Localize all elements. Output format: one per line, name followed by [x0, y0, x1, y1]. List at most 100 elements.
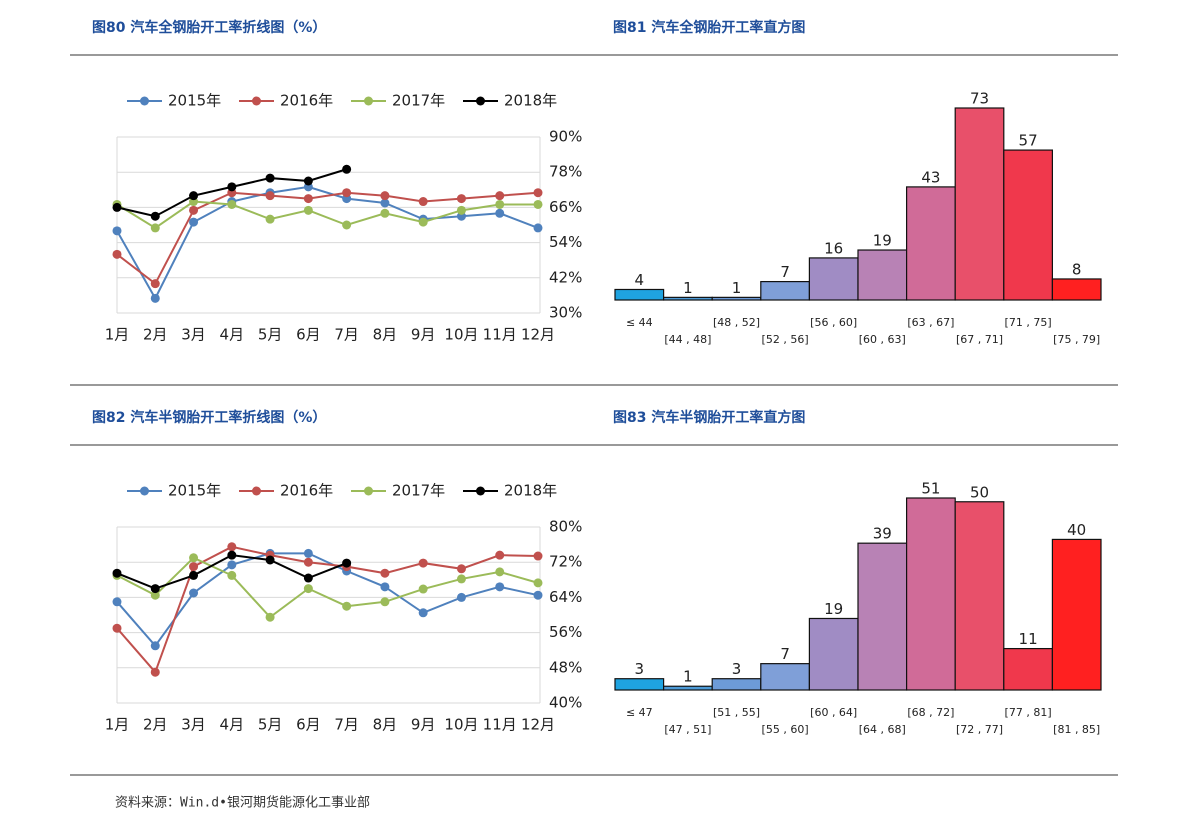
- x-tick-label: 1月: [105, 716, 130, 734]
- point: [303, 548, 313, 558]
- point: [533, 188, 543, 198]
- x-tick-label: ≤ 47: [626, 706, 653, 719]
- point: [342, 188, 352, 198]
- legend-label: 2016年: [280, 482, 333, 500]
- bar: [760, 663, 810, 691]
- point: [418, 217, 428, 227]
- point: [303, 194, 313, 204]
- point: [112, 623, 122, 633]
- x-tick-label: 9月: [411, 326, 436, 344]
- y-tick-label: 48%: [549, 658, 582, 676]
- legend-marker: [364, 96, 373, 106]
- value-label: 39: [873, 525, 892, 543]
- value-label: 50: [970, 483, 989, 501]
- value-label: 73: [970, 90, 989, 108]
- y-tick-label: 54%: [549, 233, 582, 251]
- bar: [857, 542, 908, 691]
- point: [227, 542, 237, 552]
- x-tick-label: 7月: [334, 326, 359, 344]
- point: [227, 182, 237, 192]
- legend-label: 2018年: [504, 482, 557, 500]
- legend-label: 2015年: [168, 482, 221, 500]
- x-tick-label: 1月: [105, 326, 130, 344]
- x-tick-label: [77 , 81]: [1005, 706, 1052, 719]
- point: [456, 574, 466, 584]
- bar: [711, 296, 762, 301]
- bar: [1051, 278, 1102, 301]
- x-tick-label: [47 , 51]: [664, 723, 711, 736]
- x-tick-label: ≤ 44: [626, 316, 653, 329]
- point: [342, 164, 352, 174]
- value-label: 19: [873, 232, 892, 250]
- point: [189, 570, 199, 580]
- value-label: 16: [824, 239, 843, 257]
- x-tick-label: 2月: [143, 716, 168, 734]
- point: [380, 582, 390, 592]
- panel-title: 图80 汽车全钢胎开工率折线图（%）: [92, 19, 326, 36]
- point: [227, 560, 237, 570]
- legend-label: 2017年: [392, 482, 445, 500]
- point: [150, 293, 160, 303]
- y-tick-label: 80%: [549, 518, 582, 536]
- point: [303, 176, 313, 186]
- point: [456, 205, 466, 215]
- value-label: 1: [683, 668, 693, 686]
- value-label: 8: [1072, 260, 1082, 278]
- point: [150, 211, 160, 221]
- y-tick-label: 72%: [549, 553, 582, 571]
- x-tick-label: 9月: [411, 716, 436, 734]
- point: [265, 173, 275, 183]
- panel-title: 图81 汽车全钢胎开工率直方图: [613, 19, 805, 36]
- point: [418, 584, 428, 594]
- series-line: [116, 200, 538, 230]
- x-tick-label: [75 , 79]: [1053, 333, 1100, 346]
- point: [533, 578, 543, 588]
- x-tick-label: 3月: [181, 326, 206, 344]
- point: [456, 564, 466, 574]
- point: [265, 612, 275, 622]
- series-line: [116, 552, 539, 648]
- point: [112, 226, 122, 236]
- x-tick-label: [71 , 75]: [1005, 316, 1052, 329]
- x-tick-label: [68 , 72]: [907, 706, 954, 719]
- x-tick-label: 8月: [373, 716, 398, 734]
- x-tick-label: [60 , 64]: [810, 706, 857, 719]
- point: [418, 197, 428, 207]
- x-tick-label: [81 , 85]: [1053, 723, 1100, 736]
- bar: [662, 296, 713, 301]
- x-tick-label: 10月: [444, 326, 478, 344]
- bar: [808, 257, 859, 301]
- panel-title: 图83 汽车半钢胎开工率直方图: [613, 409, 805, 426]
- x-tick-label: 3月: [181, 716, 206, 734]
- bar: [905, 497, 956, 691]
- point: [150, 223, 160, 233]
- series-line: [116, 185, 539, 301]
- point: [495, 199, 505, 209]
- point: [456, 194, 466, 204]
- point: [342, 601, 352, 611]
- x-tick-label: 5月: [258, 326, 283, 344]
- y-tick-label: 64%: [549, 588, 582, 606]
- legend-label: 2016年: [280, 92, 333, 110]
- point: [380, 568, 390, 578]
- bar: [954, 501, 1005, 691]
- bar: [662, 685, 713, 691]
- point: [112, 249, 122, 259]
- legend-marker: [140, 486, 149, 496]
- value-label: 51: [921, 480, 940, 498]
- point: [150, 279, 160, 289]
- point: [342, 558, 352, 568]
- value-label: 4: [635, 271, 645, 289]
- legend-marker: [252, 486, 261, 496]
- point: [495, 582, 505, 592]
- value-label: 43: [921, 168, 940, 186]
- point: [150, 584, 160, 594]
- series-line: [116, 191, 539, 286]
- point: [380, 191, 390, 201]
- legend-marker: [476, 96, 485, 106]
- point: [303, 584, 313, 594]
- y-tick-label: 42%: [549, 268, 582, 286]
- point: [303, 573, 313, 583]
- rules: [70, 54, 1118, 776]
- x-tick-label: 11月: [483, 716, 517, 734]
